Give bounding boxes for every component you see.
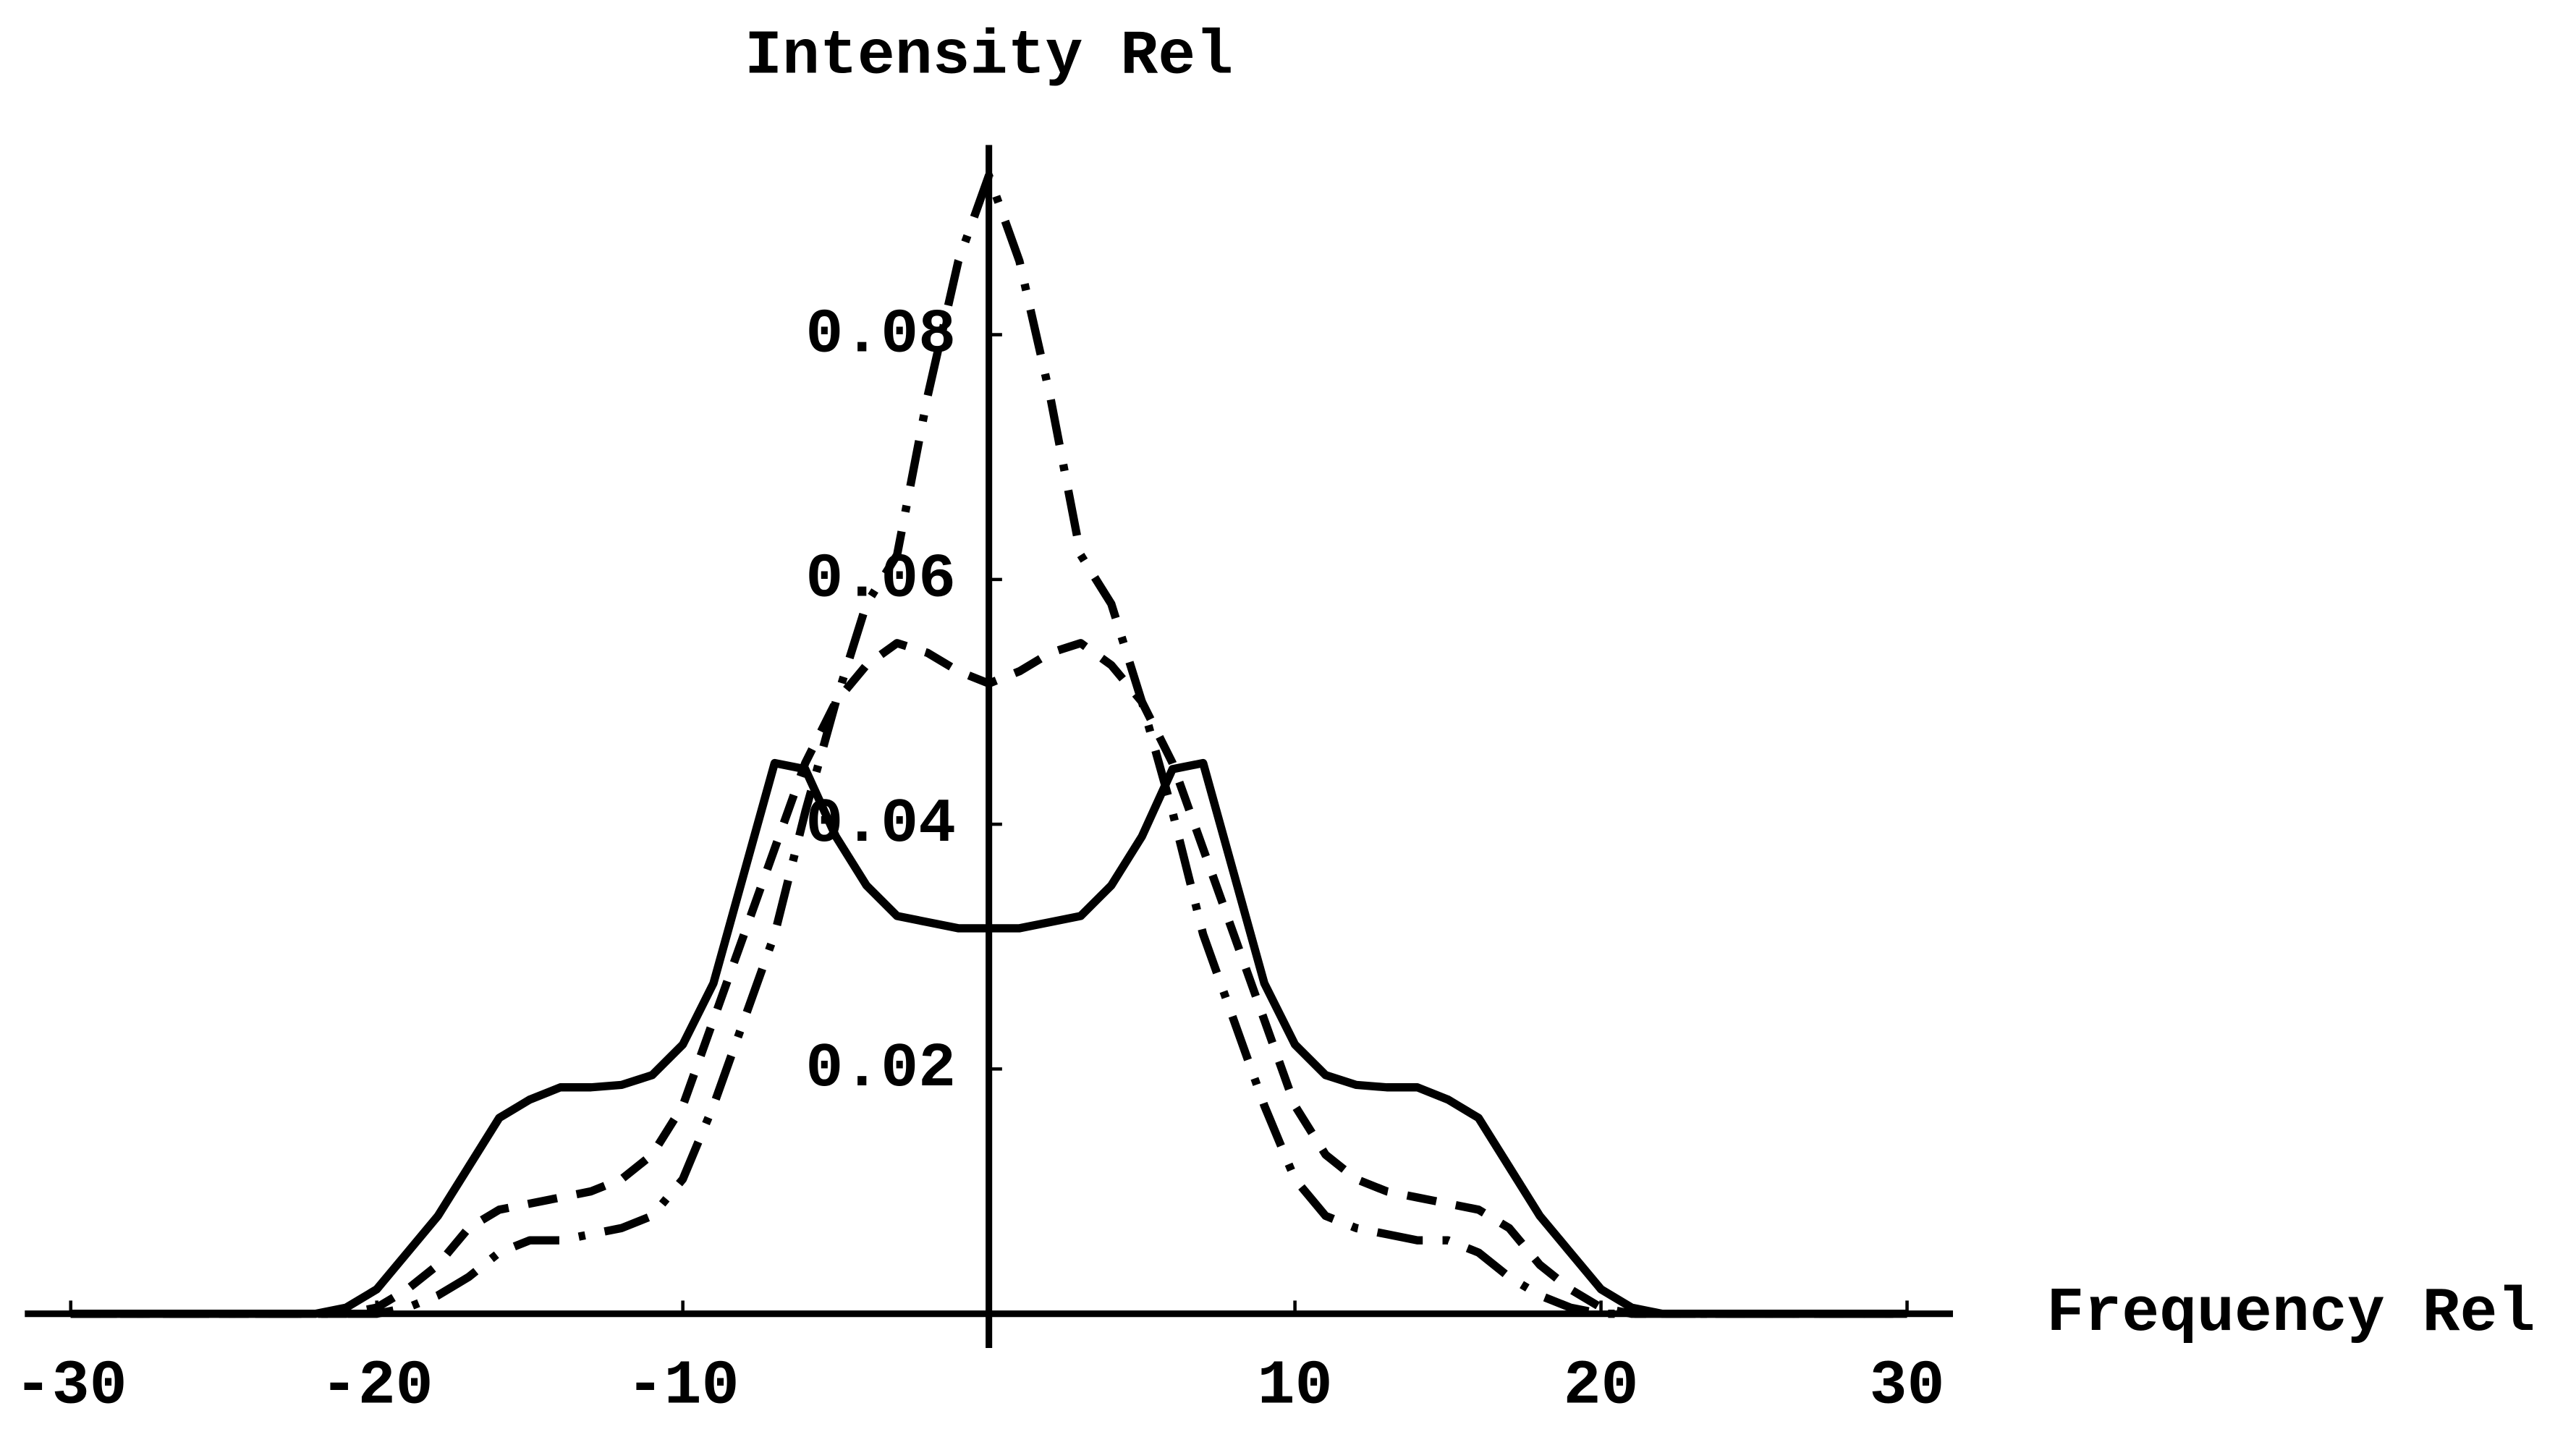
y-tick-label: 0.06: [805, 544, 956, 615]
y-axis-label: Intensity Rel: [745, 20, 1233, 91]
series-line: [70, 758, 1907, 1318]
x-tick-label: 30: [1870, 1351, 1945, 1422]
x-tick-label: 10: [1258, 1351, 1333, 1422]
y-tick-label: 0.02: [805, 1033, 956, 1104]
x-tick-label: 20: [1564, 1351, 1639, 1422]
y-tick-label: 0.08: [805, 299, 956, 370]
series-line: [70, 171, 1907, 1318]
series-line: [70, 639, 1907, 1318]
x-tick-label: -20: [321, 1351, 433, 1422]
x-axis-label: Frequency Rel: [2046, 1278, 2535, 1349]
x-tick-label: -10: [627, 1351, 740, 1422]
x-tick-label: -30: [14, 1351, 127, 1422]
